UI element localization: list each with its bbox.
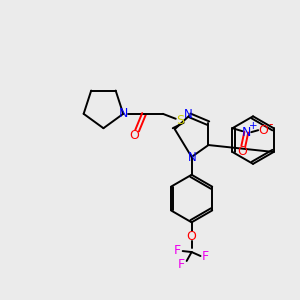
Text: S: S [176, 114, 184, 127]
Text: N: N [188, 152, 197, 164]
Text: F: F [178, 258, 185, 272]
Text: N: N [118, 107, 128, 120]
Text: F: F [174, 244, 181, 256]
Text: F: F [202, 250, 209, 263]
Text: O: O [187, 230, 196, 243]
Text: O: O [129, 129, 139, 142]
Text: N: N [184, 108, 193, 121]
Text: O: O [237, 146, 247, 158]
Text: -: - [269, 118, 273, 131]
Text: +: + [249, 121, 258, 131]
Text: O: O [258, 124, 268, 137]
Text: N: N [242, 126, 251, 139]
